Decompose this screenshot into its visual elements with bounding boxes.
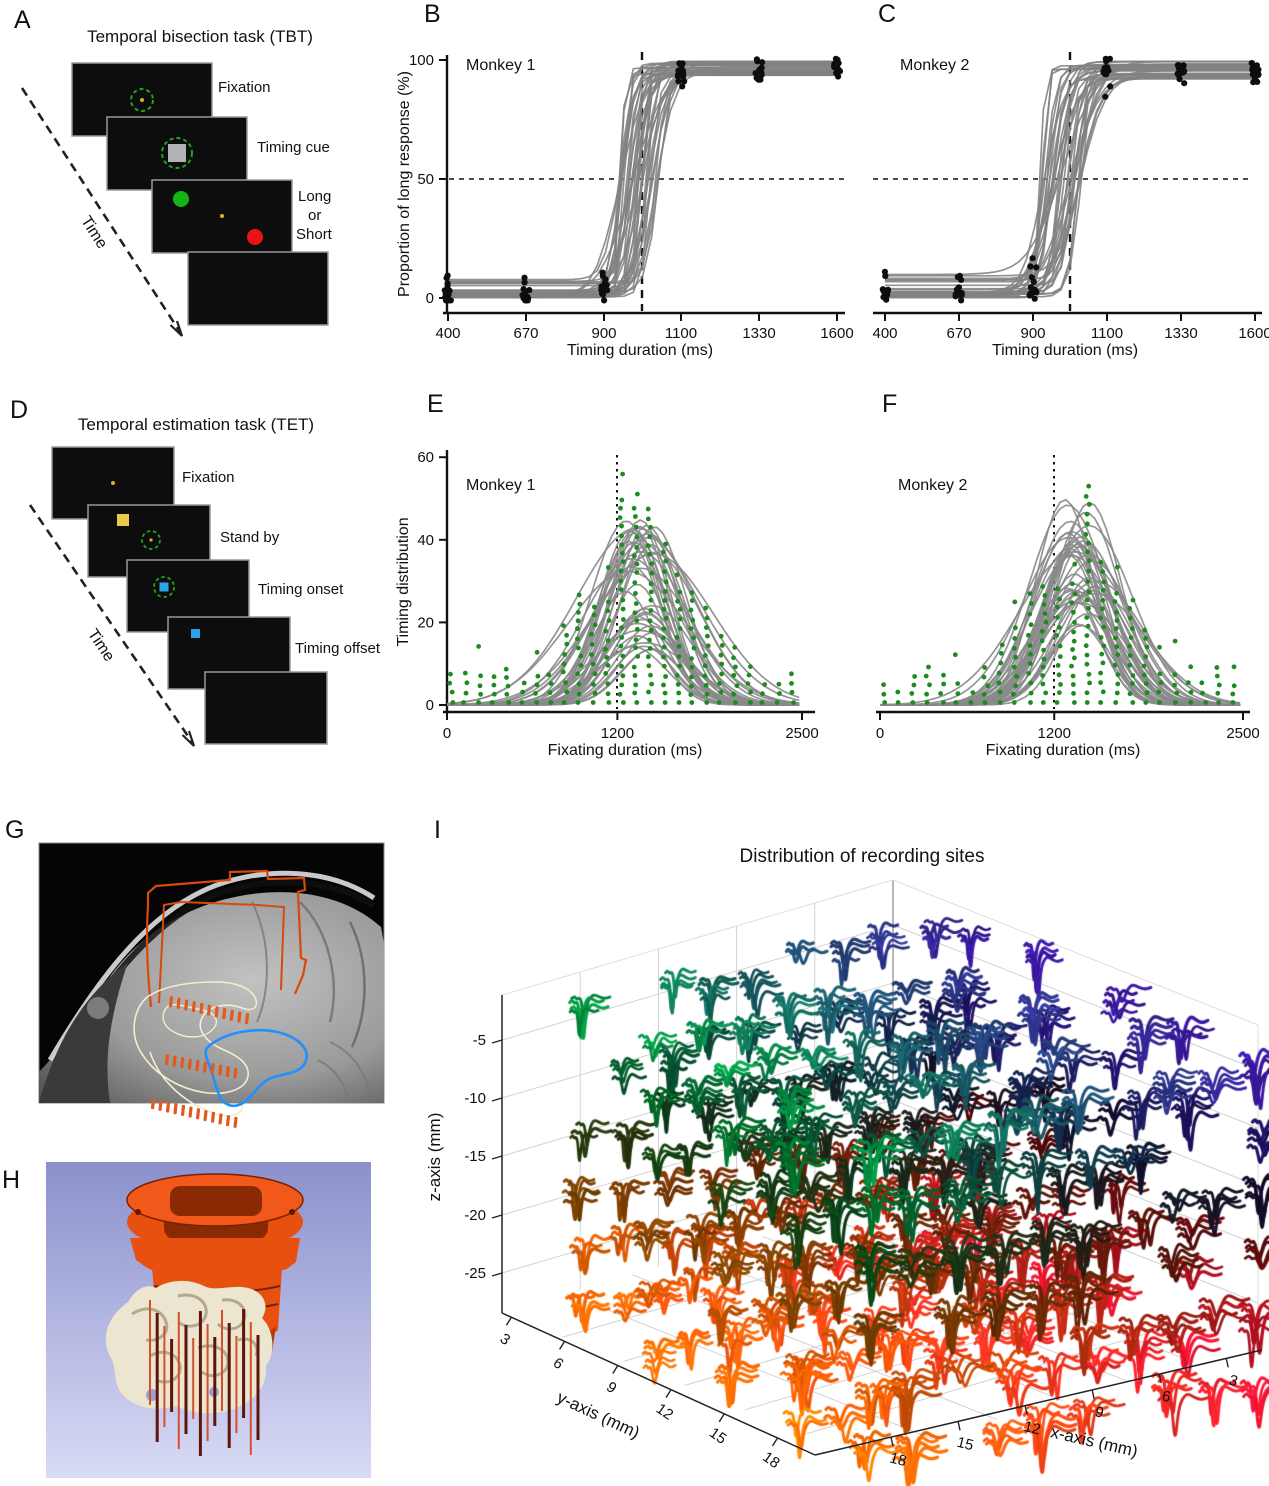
y-tick-label: 12 xyxy=(653,1400,676,1423)
z-tick xyxy=(491,1039,503,1044)
x-tick xyxy=(1024,1405,1028,1415)
z-tick-label: -20 xyxy=(464,1207,486,1224)
x-axis-label: x-axis (mm) xyxy=(1049,1422,1140,1460)
z-tick xyxy=(491,1214,503,1219)
z-tick xyxy=(491,1272,503,1277)
x-tick xyxy=(1158,1373,1162,1384)
tick-labels-3d: -5 -10 -15 -20 -25 3 6 9 12 15 18 18 15 12 9 6 3 xyxy=(464,1032,1239,1472)
y-tick xyxy=(505,1316,512,1326)
y-tick-label: 18 xyxy=(759,1449,782,1472)
y-tick-label: 15 xyxy=(706,1424,729,1447)
x-tick xyxy=(957,1421,961,1431)
z-tick-label: -10 xyxy=(464,1090,486,1107)
y-tick xyxy=(665,1389,672,1399)
z-tick xyxy=(491,1097,503,1102)
x-tick xyxy=(1225,1358,1229,1368)
y-axis-label: y-axis (mm) xyxy=(554,1388,642,1443)
axes-3d: -5 -10 -15 -20 -25 3 6 9 12 15 18 18 15 12 9 6 3 z-axis … xyxy=(425,995,1263,1472)
tick-marks-3d xyxy=(491,1039,1229,1447)
y-tick-label: 9 xyxy=(603,1378,620,1397)
y-tick xyxy=(612,1365,619,1374)
x-tick-label: 12 xyxy=(1022,1418,1042,1439)
y-tick-label: 3 xyxy=(497,1330,514,1349)
x-tick-label: 18 xyxy=(888,1450,908,1471)
y-tick xyxy=(771,1437,779,1447)
x-tick-label: 6 xyxy=(1160,1388,1172,1407)
z-tick-label: -15 xyxy=(464,1148,486,1165)
x-tick-label: 9 xyxy=(1093,1403,1105,1422)
x-axis xyxy=(814,1349,1263,1456)
x-tick-label: 15 xyxy=(955,1434,975,1455)
z-tick-label: -5 xyxy=(473,1032,486,1049)
y-axis xyxy=(501,1312,816,1456)
y-tick xyxy=(559,1341,566,1350)
x-tick xyxy=(1091,1389,1095,1400)
x-tick-label: 3 xyxy=(1227,1372,1239,1391)
y-tick-label: 6 xyxy=(550,1354,567,1373)
y-tick xyxy=(718,1413,725,1423)
z-axis-label: z-axis (mm) xyxy=(425,1113,444,1202)
z-tick-label: -25 xyxy=(464,1265,486,1282)
z-tick xyxy=(491,1155,503,1160)
x-tick xyxy=(890,1436,894,1447)
